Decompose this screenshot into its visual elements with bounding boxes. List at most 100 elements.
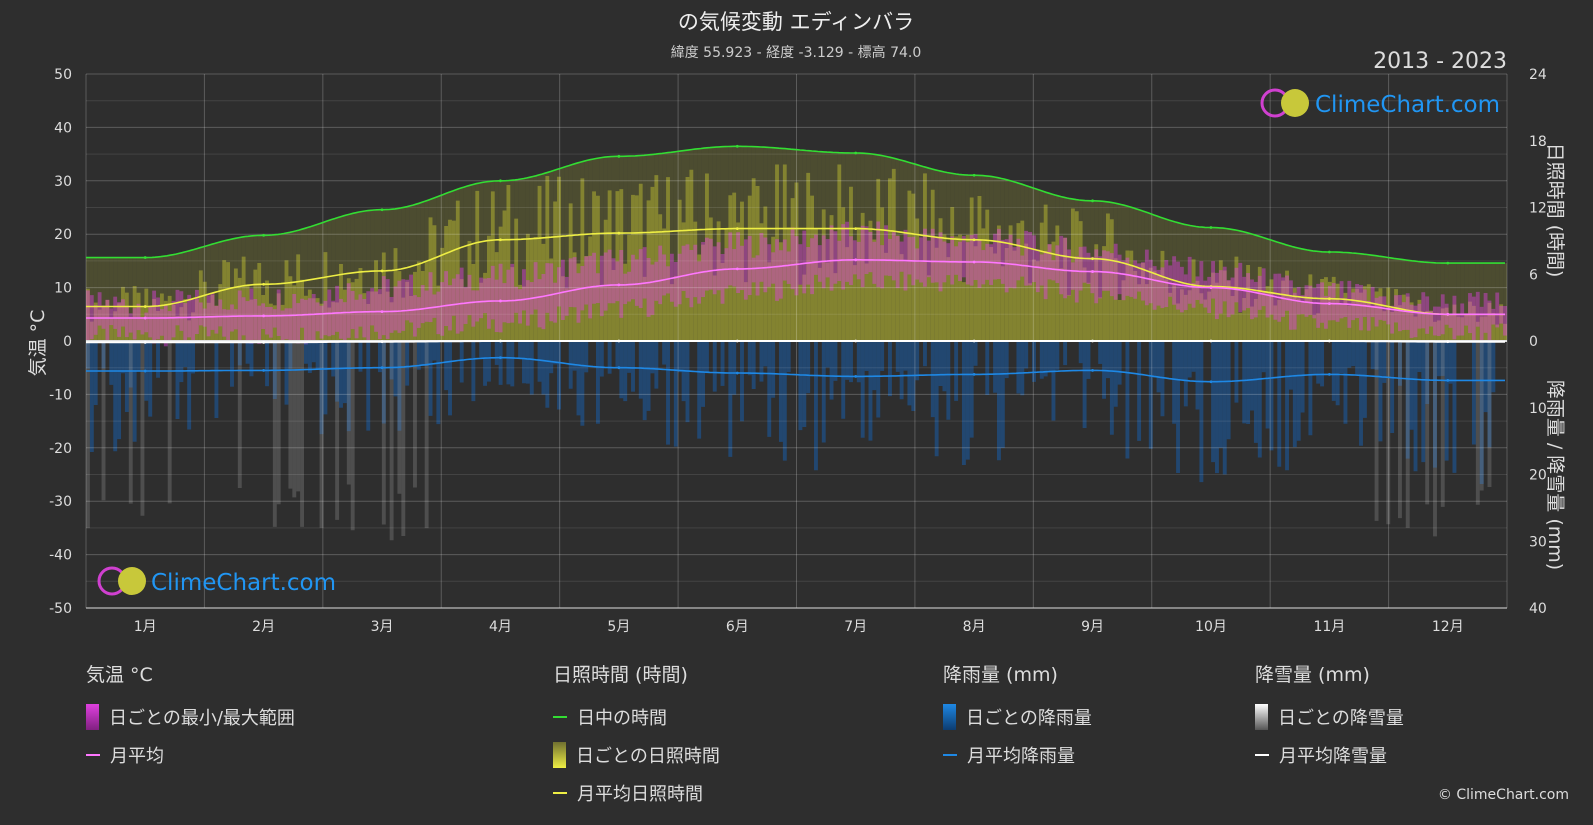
watermark-bottom: ClimeChart.com [97, 566, 336, 596]
y-left-tick-label: -50 [49, 601, 72, 617]
legend-label: 日ごとの降雪量 [1278, 708, 1404, 729]
series-point [262, 368, 266, 372]
y-left-label: 気温 °C [27, 310, 49, 377]
y-left-tick-label: 20 [54, 227, 72, 243]
legend-rain: 降雨量 (mm) 日ごとの降雨量 月平均降雨量 [943, 660, 1092, 774]
series-point [380, 340, 384, 344]
x-tick-label: 7月 [844, 619, 867, 635]
y-left-tick-label: -30 [49, 494, 72, 510]
series-point [143, 256, 147, 259]
series-point [262, 233, 266, 237]
x-tick-label: 11月 [1313, 619, 1345, 635]
legend-item: 月平均降雪量 [1255, 736, 1404, 774]
y-right-bottom-tick-label: 30 [1529, 534, 1547, 550]
legend-temperature: 気温 °C 日ごとの最小/最大範囲 月平均 [86, 660, 295, 774]
series-point [617, 154, 621, 158]
watermark-top-text: ClimeChart.com [1315, 92, 1500, 118]
series-line [86, 259, 1505, 319]
x-tick-label: 2月 [252, 619, 275, 635]
legend-sun-header: 日照時間 (時間) [553, 664, 688, 686]
series-point [1209, 380, 1213, 384]
y-right-bottom-tick-label: 20 [1529, 468, 1547, 484]
y-left-tick-label: 50 [54, 67, 72, 83]
copyright: © ClimeChart.com [1437, 787, 1569, 803]
series-point [1446, 378, 1450, 382]
series-point [972, 173, 976, 177]
series-point [854, 227, 858, 231]
legend-swatch [1255, 754, 1269, 756]
series-point [1446, 312, 1450, 316]
x-tick-label: 9月 [1081, 619, 1104, 635]
series-point [499, 238, 502, 242]
y-right-top-tick-label: 6 [1529, 267, 1538, 283]
series-point [1209, 286, 1213, 289]
series-point [143, 316, 147, 320]
series-point [854, 258, 858, 262]
series-point [499, 299, 502, 303]
legend-swatch [553, 792, 567, 794]
series-point [380, 269, 384, 273]
series-point [1327, 339, 1331, 343]
legend-item: 日ごとの降雪量 [1255, 698, 1404, 736]
y-right-top-tick-label: 18 [1529, 134, 1547, 150]
series-line [86, 340, 1505, 344]
series-point [617, 366, 621, 370]
legend-swatch [943, 754, 957, 756]
series-line [86, 227, 1505, 316]
legend-label: 日中の時間 [577, 708, 667, 729]
watermark-top: ClimeChart.com [1260, 88, 1500, 118]
x-tick-label: 1月 [134, 619, 157, 635]
y-left-tick-label: -10 [49, 387, 72, 403]
y-left-tick-label: 0 [63, 334, 72, 350]
series-point [854, 374, 858, 378]
series-point [972, 372, 976, 376]
series-point [262, 282, 266, 286]
y-right-top-tick-label: 24 [1529, 67, 1547, 83]
series-point [1446, 261, 1450, 265]
y-left-tick-label: 30 [54, 174, 72, 190]
y-right-top-label: 日照時間 (時間) [1544, 143, 1566, 278]
x-tick-label: 5月 [607, 619, 630, 635]
watermark-bottom-text: ClimeChart.com [151, 570, 336, 596]
series-point [1327, 372, 1331, 376]
series-point [735, 339, 739, 343]
series-point [143, 305, 147, 308]
legend-swatch [553, 742, 566, 768]
legend-label: 月平均降雪量 [1279, 746, 1387, 767]
period-label: 2013 - 2023 [1373, 49, 1507, 74]
series-point [617, 283, 621, 287]
series-point [735, 267, 739, 271]
series-point [262, 314, 266, 318]
legend-sunshine: 日照時間 (時間) 日中の時間 日ごとの日照時間 月平均日照時間 [553, 660, 720, 812]
x-tick-label: 6月 [726, 619, 749, 635]
x-tick-label: 8月 [963, 619, 986, 635]
series-point [380, 310, 384, 314]
legend-label: 月平均日照時間 [577, 784, 703, 805]
series-point [1209, 226, 1213, 229]
y-left-tick-label: -20 [49, 441, 72, 457]
legend-swatch [1255, 704, 1268, 730]
legend-label: 日ごとの降雨量 [966, 708, 1092, 729]
series-point [972, 339, 976, 343]
series-point [972, 238, 976, 242]
x-tick-label: 12月 [1432, 619, 1464, 635]
legend-label: 月平均降雨量 [967, 746, 1075, 767]
y-right-bottom-label: 降雨量 / 降雪量 (mm) [1544, 380, 1566, 570]
series-point [1091, 339, 1094, 343]
y-right-bottom-tick-label: 40 [1529, 601, 1547, 617]
legend-swatch [86, 754, 100, 756]
y-right-bottom-tick-label: 10 [1529, 401, 1547, 417]
series-point [380, 366, 384, 370]
x-tick-label: 4月 [489, 619, 512, 635]
legend-swatch [86, 704, 99, 730]
series-point [735, 371, 739, 375]
legend-item: 日中の時間 [553, 698, 720, 736]
legend-swatch [553, 716, 567, 718]
series-point [854, 339, 858, 343]
series-point [499, 356, 502, 360]
series-point [617, 231, 621, 235]
legend-item: 月平均日照時間 [553, 774, 720, 812]
legend-item: 日ごとの日照時間 [553, 736, 720, 774]
series-point [262, 340, 266, 344]
